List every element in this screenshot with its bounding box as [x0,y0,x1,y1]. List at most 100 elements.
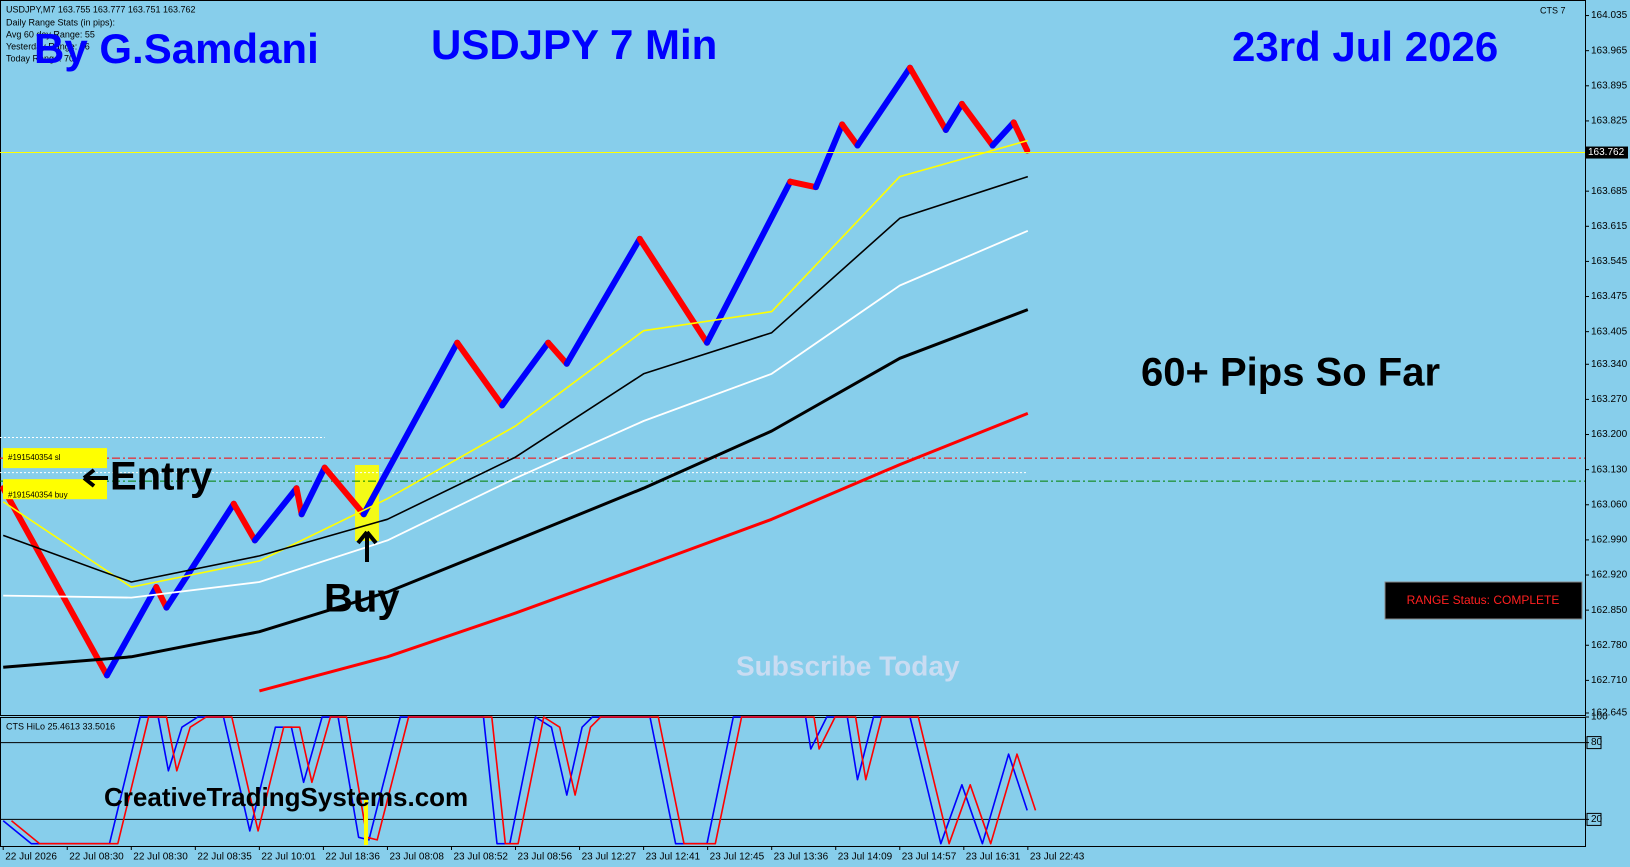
x-tick-label: 23 Jul 12:27 [582,852,637,863]
price-leg [563,235,643,367]
price-leg [854,64,914,149]
series-line [3,229,1029,599]
osc-level-box [1586,736,1602,750]
main-frame [0,0,1586,716]
price-leg [812,121,846,191]
x-tick-label: 22 Jul 18:36 [325,852,380,863]
series-line [2,175,1029,583]
osc-level-box [1586,812,1602,826]
y-tick-label: 163.825 [1591,116,1628,127]
pips-note: 60+ Pips So Far [1141,351,1440,395]
price-leg [989,119,1017,149]
price-leg [839,121,861,149]
price-leg [958,100,996,149]
price-leg [0,485,110,679]
y-tick-label: 80 [1591,737,1603,748]
series-line [259,412,1029,693]
x-tick-label: 23 Jul 12:45 [710,852,765,863]
stat: Daily Range Stats (in pips): [6,17,115,27]
x-tick-label: 23 Jul 12:41 [646,852,701,863]
buy-label: Buy [324,577,400,621]
y-tick-label: 163.965 [1591,45,1628,56]
price-leg [298,464,328,518]
series-line [2,139,1029,588]
y-tick-label: 163.340 [1591,359,1628,370]
chart-title: USDJPY 7 Min [431,21,717,68]
y-tick-label: 100 [1591,712,1608,723]
subscribe-note: Subscribe Today [736,650,960,681]
buy-arrow [356,530,378,562]
price-leg [787,178,819,191]
author: By G.Samdani [34,25,319,72]
header: USDJPY,M7 163.755 163.777 163.751 163.76… [6,4,195,14]
y-tick-label: 162.645 [1591,708,1628,719]
price-leg [163,500,237,611]
y-tick-label: 20 [1591,814,1603,825]
x-tick-label: 22 Jul 10:01 [261,852,316,863]
entry-label: Entry [110,455,213,499]
price-leg [636,235,711,346]
y-tick-label: 163.615 [1591,221,1628,232]
price-leg [321,464,367,518]
status-text: RANGE Status: COMPLETE [1407,593,1560,607]
x-tick-label: 22 Jul 08:35 [197,852,252,863]
price-leg [499,339,552,409]
x-tick-label: 23 Jul 14:09 [838,852,893,863]
stat: Today Range: 70 [6,53,74,63]
price-leg [454,339,506,409]
price-leg [103,584,160,679]
status-box [1384,581,1583,620]
x-tick-label: 23 Jul 08:52 [453,852,508,863]
series-line [10,716,1037,845]
corner-label: CTS 7 [1540,5,1566,15]
x-tick-label: 22 Jul 08:30 [133,852,188,863]
y-tick-label: 163.545 [1591,256,1628,267]
plot-layer: 164.035163.965163.895163.825163.755163.6… [0,10,1628,863]
price-leg [153,584,170,611]
y-tick-label: 162.780 [1591,640,1628,651]
y-tick-label: 163.270 [1591,394,1628,405]
price-leg [360,339,461,518]
price-leg [1010,119,1031,154]
price-leg [230,500,258,544]
y-tick-label: 164.035 [1591,10,1628,21]
y-tick-label: 162.710 [1591,675,1628,686]
order-tag [3,479,107,500]
price-leg [942,100,965,133]
y-tick-label: 163.130 [1591,464,1628,475]
y-tick-label: 163.405 [1591,326,1628,337]
x-tick-label: 23 Jul 08:08 [389,852,444,863]
y-tick-label: 163.200 [1591,429,1628,440]
y-tick-label: 163.060 [1591,499,1628,510]
x-tick-label: 22 Jul 2026 [5,852,57,863]
stat: Avg 60 day Range: 55 [6,29,95,39]
x-tick-label: 23 Jul 13:36 [774,852,829,863]
series-line [2,716,1028,845]
x-tick-label: 23 Jul 22:43 [1030,852,1085,863]
x-tick-label: 22 Jul 08:30 [69,852,124,863]
y-tick-label: 162.990 [1591,535,1628,546]
site-footer: CreativeTradingSystems.com [104,782,468,812]
order-label: #191540354 buy [8,490,68,499]
order-tag [3,448,107,469]
osc-title: CTS HiLo 25.4613 33.5016 [6,721,115,731]
x-tick-label: 23 Jul 08:56 [518,852,573,863]
date: 23rd Jul 2026 [1232,23,1498,70]
x-tick-label: 23 Jul 16:31 [966,852,1021,863]
price-leg [545,339,570,367]
price-leg [251,485,300,544]
y-tick-label: 162.850 [1591,605,1628,616]
price-leg [907,64,949,133]
order-label: #191540354 sl [8,453,61,462]
y-tick-label: 162.920 [1591,570,1628,581]
stat: Yesterday Range: 56 [6,41,90,51]
last-price-tag [1586,146,1628,159]
series-line [3,308,1029,669]
price-leg [704,178,794,346]
last-price-label: 163.762 [1588,147,1625,158]
entry-arrow [82,468,108,488]
y-tick-label: 163.475 [1591,291,1628,302]
y-tick-label: 163.895 [1591,80,1628,91]
y-tick-label: 163.685 [1591,186,1628,197]
